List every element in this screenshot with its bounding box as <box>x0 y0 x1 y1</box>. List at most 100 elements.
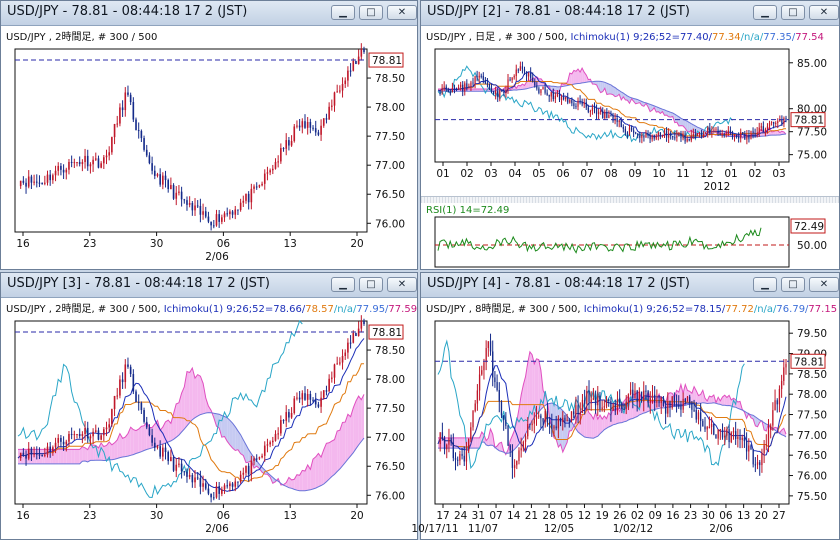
last-price-box <box>368 324 404 340</box>
candle-body <box>693 409 695 411</box>
maximize-button[interactable]: □ <box>359 5 383 20</box>
x-tick-label: 23 <box>684 510 697 522</box>
chart-body[interactable]: USD/JPY , 8時間足, # 300 / 500, Ichimoku(1)… <box>411 298 839 539</box>
candle-body <box>763 445 765 454</box>
cloud-segment <box>353 400 356 453</box>
cloud-segment <box>286 477 289 488</box>
candle-body <box>341 355 344 363</box>
candle-body <box>210 221 212 226</box>
candle-body <box>140 130 143 139</box>
candle-body <box>186 200 188 205</box>
candle-body <box>266 172 269 174</box>
price-chart-pane[interactable]: USD/JPY , 2時間足, # 300 / 500, Ichimoku(1)… <box>1 298 417 539</box>
span-b-line <box>18 412 365 492</box>
window-titlebar[interactable]: USD/JPY - 78.81 - 08:44:18 17 2 (JST) ▁ … <box>1 1 417 26</box>
candle-body <box>137 130 140 132</box>
candle-body <box>41 182 43 184</box>
candle-body <box>709 127 711 133</box>
cloud-segment <box>709 396 712 404</box>
cloud-segment <box>586 407 590 438</box>
candle-body <box>520 448 522 451</box>
candle-body <box>624 128 627 133</box>
candle-body <box>271 168 274 171</box>
minimize-button[interactable]: ▁ <box>331 5 355 20</box>
cloud-segment <box>165 420 169 444</box>
cloud-segment <box>168 420 171 442</box>
candle-body <box>84 155 86 163</box>
price-chart-pane[interactable]: USD/JPY , 2時間足, # 300 / 500 78.50 78.00 77… <box>1 26 417 269</box>
y-tick-label: 75.50 <box>797 491 827 503</box>
candle-body <box>566 419 568 422</box>
cloud-segment <box>117 433 120 459</box>
minimize-button[interactable]: ▁ <box>331 277 355 292</box>
candle-body <box>772 410 774 426</box>
cloud-segment <box>775 427 778 432</box>
maximize-button[interactable]: □ <box>781 277 805 292</box>
candle-body <box>218 486 220 494</box>
price-chart-pane[interactable]: USD/JPY , 日足 , # 300 / 500, Ichimoku(1) … <box>421 26 839 196</box>
candle-body <box>742 132 744 135</box>
candle-body <box>22 452 25 455</box>
candle-body <box>474 76 476 84</box>
cloud-segment <box>321 449 324 486</box>
minimize-button[interactable]: ▁ <box>753 277 777 292</box>
plot-frame <box>434 320 790 505</box>
close-button[interactable]: ✕ <box>387 277 417 292</box>
chart-window-1[interactable]: USD/JPY - 78.81 - 08:44:18 17 2 (JST) ▁ … <box>0 0 418 270</box>
y-tick-label: 78.00 <box>375 374 405 386</box>
chart-window-3[interactable]: USD/JPY [3] - 78.81 - 08:44:18 17 2 (JST… <box>0 272 418 540</box>
candle-body <box>783 367 785 381</box>
candle-body <box>314 128 317 133</box>
window-titlebar[interactable]: USD/JPY [4] - 78.81 - 08:44:18 17 2 (JST… <box>421 273 839 298</box>
candle-body <box>719 133 721 135</box>
candle-body <box>199 205 202 215</box>
candle-body <box>60 165 62 170</box>
x-tick-label: 08 <box>604 168 617 180</box>
cloud-segment <box>240 434 244 456</box>
close-button[interactable]: ✕ <box>809 277 839 292</box>
chart-body[interactable]: USD/JPY , 日足 , # 300 / 500, Ichimoku(1) … <box>421 26 839 269</box>
candle-body <box>229 483 231 487</box>
window-titlebar[interactable]: USD/JPY [2] - 78.81 - 08:44:18 17 2 (JST… <box>421 1 839 26</box>
window-titlebar[interactable]: USD/JPY [3] - 78.81 - 08:44:18 17 2 (JST… <box>1 273 417 298</box>
candle-body <box>579 412 581 414</box>
x-tick-label: 03 <box>484 168 497 180</box>
chart-window-4[interactable]: USD/JPY [4] - 78.81 - 08:44:18 17 2 (JST… <box>411 272 840 540</box>
candle-body <box>768 122 771 127</box>
candle-body <box>476 76 478 78</box>
x-tick-label: 23 <box>83 238 96 250</box>
maximize-button[interactable]: □ <box>359 277 383 292</box>
cloud-segment <box>90 444 94 461</box>
y-tick-label: 79.50 <box>797 328 827 340</box>
candle-body <box>159 446 161 457</box>
candle-body <box>752 131 754 134</box>
close-button[interactable]: ✕ <box>809 5 839 20</box>
candle-body <box>194 477 196 483</box>
cloud-segment <box>521 384 524 441</box>
rsi-pane[interactable]: RSI(1) 14=72.49 50.00 72.49 <box>421 203 839 269</box>
chart-body[interactable]: USD/JPY , 2時間足, # 300 / 500, Ichimoku(1)… <box>1 298 417 539</box>
minimize-button[interactable]: ▁ <box>753 5 777 20</box>
chart-body[interactable]: USD/JPY , 2時間足, # 300 / 500 78.50 78.00 77… <box>1 26 417 269</box>
candle-body <box>105 427 108 430</box>
x-tick-label: 12 <box>700 168 713 180</box>
cloud-segment <box>347 414 351 460</box>
candle-body <box>204 483 207 489</box>
candle-body <box>690 135 692 141</box>
candle-body <box>608 115 610 118</box>
candle-body <box>30 176 33 183</box>
candle-body <box>553 426 555 429</box>
candle-body <box>535 416 538 419</box>
cloud-segment <box>678 384 681 407</box>
candle-body <box>68 433 70 442</box>
candle-body <box>570 411 573 421</box>
maximize-button[interactable]: □ <box>781 5 805 20</box>
price-chart-pane[interactable]: USD/JPY , 8時間足, # 300 / 500, Ichimoku(1)… <box>411 298 839 539</box>
candle-body <box>542 87 544 90</box>
candle-body <box>565 97 567 100</box>
chart-window-2[interactable]: USD/JPY [2] - 78.81 - 08:44:18 17 2 (JST… <box>420 0 840 270</box>
close-button[interactable]: ✕ <box>387 5 417 20</box>
candle-body <box>657 132 659 136</box>
candle-body <box>612 115 614 122</box>
candle-body <box>162 447 164 457</box>
